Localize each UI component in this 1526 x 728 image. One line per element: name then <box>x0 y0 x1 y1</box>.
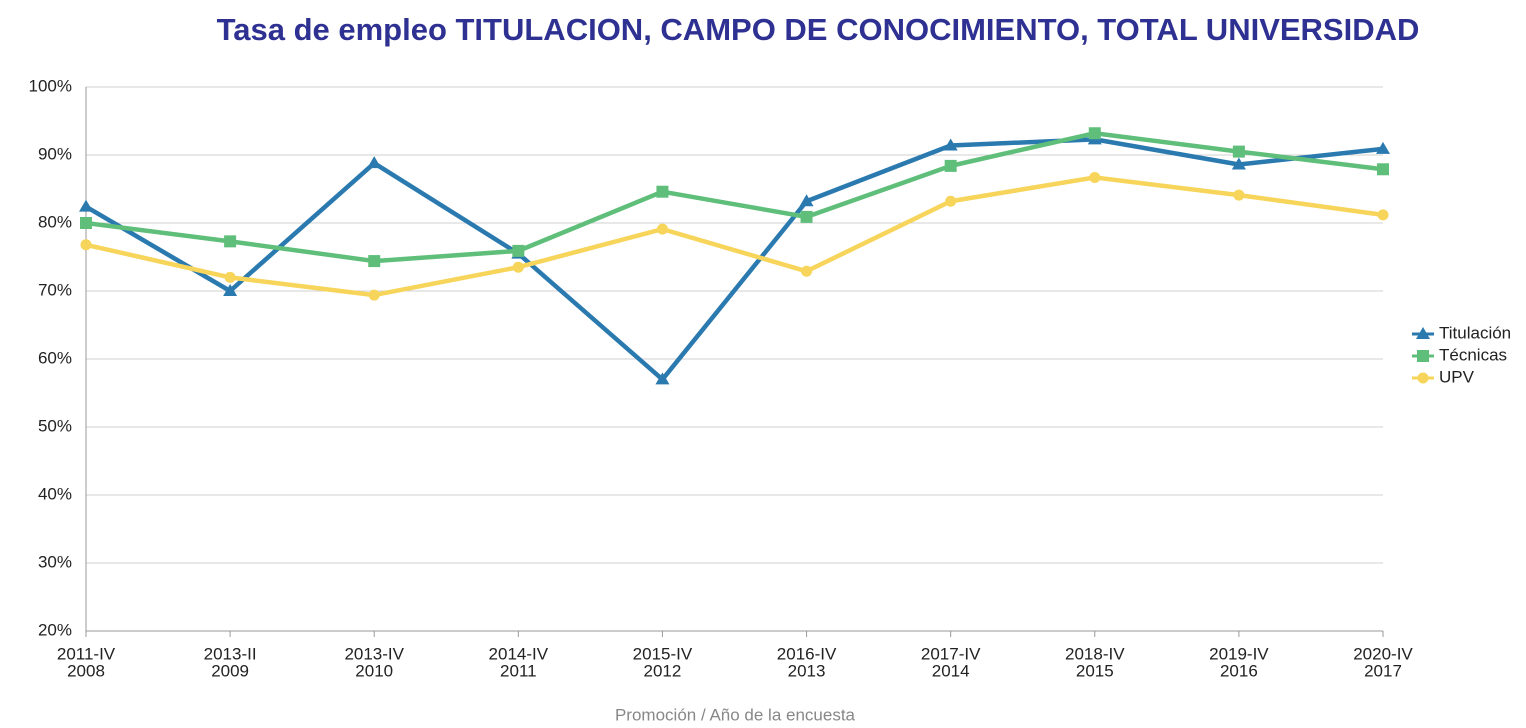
x-tick-label: 2017-IV <box>921 644 981 663</box>
y-tick-label: 40% <box>38 484 72 503</box>
marker <box>1089 171 1101 183</box>
x-tick-label: 2019-IV <box>1209 644 1269 663</box>
marker <box>1377 163 1389 176</box>
legend-label: UPV <box>1439 367 1475 386</box>
legend-label: Titulación <box>1439 323 1511 342</box>
marker <box>799 194 814 207</box>
chart-title: Tasa de empleo TITULACION, CAMPO DE CONO… <box>217 12 1420 47</box>
x-tick-label: 2016 <box>1220 661 1258 680</box>
x-axis-label: Promoción / Año de la encuesta <box>615 705 856 724</box>
marker <box>656 185 669 198</box>
x-tick-label: 2013-II <box>204 644 257 663</box>
x-tick-label: 2012 <box>644 661 682 680</box>
marker <box>368 289 380 301</box>
x-tick-label: 2020-IV <box>1353 644 1413 663</box>
marker <box>1088 127 1101 140</box>
x-tick-label: 2008 <box>67 661 105 680</box>
marker <box>368 255 381 268</box>
x-tick-label: 2016-IV <box>777 644 837 663</box>
marker <box>80 217 92 229</box>
y-tick-label: 20% <box>38 620 72 639</box>
marker <box>655 372 670 385</box>
y-tick-label: 30% <box>38 552 72 571</box>
x-tick-label: 2014 <box>932 661 970 680</box>
marker <box>800 210 813 223</box>
marker <box>945 195 957 207</box>
x-tick-label: 2011 <box>500 661 537 680</box>
marker <box>944 159 957 172</box>
marker <box>656 223 668 235</box>
marker <box>512 261 524 273</box>
marker <box>512 244 525 257</box>
marker <box>1417 350 1429 362</box>
y-tick-label: 90% <box>38 144 72 163</box>
series-line <box>85 175 1384 298</box>
y-tick-label: 60% <box>38 348 72 367</box>
series-line <box>84 137 1384 382</box>
marker <box>224 235 237 248</box>
marker <box>1231 157 1246 170</box>
marker <box>367 156 382 169</box>
marker <box>80 239 92 251</box>
x-tick-label: 2013-IV <box>344 644 404 663</box>
marker <box>1376 141 1390 154</box>
marker <box>79 199 93 212</box>
x-tick-label: 2015-IV <box>633 644 693 663</box>
marker <box>801 265 813 277</box>
y-tick-label: 50% <box>38 416 72 435</box>
x-tick-label: 2017 <box>1364 661 1402 680</box>
x-tick-label: 2015 <box>1076 661 1114 680</box>
x-tick-label: 2010 <box>355 661 393 680</box>
y-tick-label: 100% <box>29 76 72 95</box>
marker <box>223 284 238 296</box>
marker <box>1416 327 1430 339</box>
marker <box>943 138 958 151</box>
x-tick-label: 2009 <box>211 661 249 680</box>
marker <box>224 271 236 283</box>
marker <box>1232 145 1245 158</box>
x-tick-label: 2013 <box>788 661 826 680</box>
y-tick-label: 80% <box>38 212 72 231</box>
marker <box>1377 209 1389 221</box>
x-tick-label: 2014-IV <box>489 644 549 663</box>
marker <box>1417 372 1429 384</box>
x-tick-label: 2011-IV <box>57 644 116 663</box>
marker <box>1233 189 1245 201</box>
legend-label: Técnicas <box>1439 345 1507 364</box>
y-tick-label: 70% <box>38 280 72 299</box>
x-tick-label: 2018-IV <box>1065 644 1125 663</box>
series-line <box>85 130 1384 264</box>
